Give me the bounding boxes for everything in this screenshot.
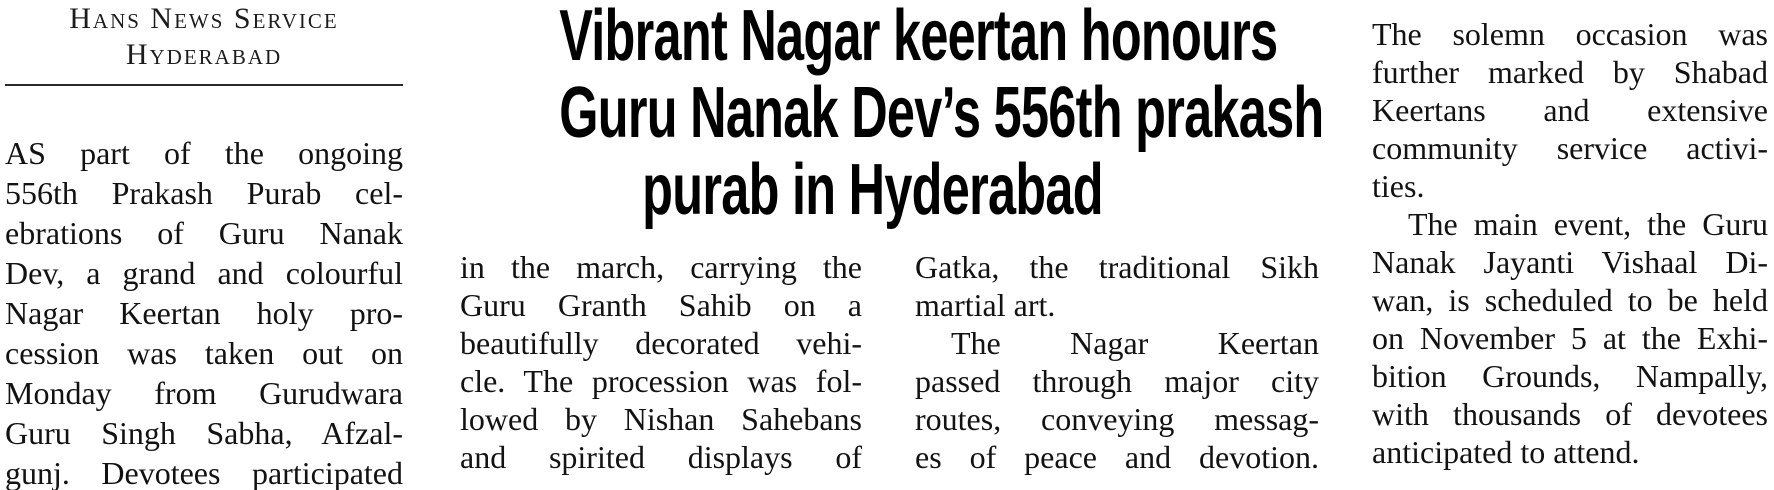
article-line: anticipated to attend. [1372, 434, 1640, 470]
article-line: beautifully decorated vehi- [460, 325, 862, 361]
headline-line: Guru Nanak Dev’s 556th prakash [559, 73, 1324, 153]
article-column-4: The solemn occasion was further marked b… [1372, 15, 1768, 471]
article-line: The Nagar Keertan [951, 325, 1319, 361]
article-line: passed through major city [915, 363, 1319, 399]
article-line: cession was taken out on [5, 335, 403, 371]
byline-city: Hyderabad [125, 38, 283, 71]
article-line: lowed by Nishan Sahebans [460, 401, 862, 437]
article-line: The solemn occasion was [1372, 16, 1768, 52]
article-line: Guru Singh Sabha, Afzal- [5, 415, 403, 451]
article-line: martial art. [915, 287, 1056, 323]
headline: Vibrant Nagar keertan honours Guru Nanak… [425, 0, 1324, 230]
article-column-1: AS part of the ongoing 556th Prakash Pur… [5, 133, 403, 490]
article-line: wan, is scheduled to be held [1372, 282, 1768, 318]
article-line: Dev, a grand and colourful [5, 255, 403, 291]
article-line: es of peace and devotion. [915, 439, 1319, 475]
article-line: cle. The procession was fol- [460, 363, 862, 399]
article-line: on November 5 at the Exhi- [1372, 320, 1768, 356]
article-line: ties. [1372, 168, 1425, 204]
byline-agency: Hans News Service [69, 2, 339, 35]
byline: Hans News Service Hyderabad [5, 1, 403, 73]
article-line: gunj. Devotees participated [5, 455, 403, 490]
article-line: 556th Prakash Purab cel- [5, 175, 403, 211]
byline-divider [5, 84, 403, 86]
article-line: with thousands of devotees [1372, 396, 1768, 432]
article-column-3: Gatka, the traditional Sikh martial art.… [915, 248, 1319, 476]
article-line: AS part of the ongoing [5, 135, 403, 171]
article-column-2: in the march, carrying the Guru Granth S… [460, 248, 862, 476]
article-line: and spirited displays of [460, 439, 862, 475]
article-line: community service activi- [1372, 130, 1768, 166]
article-line: further marked by Shabad [1372, 54, 1768, 90]
article-line: bition Grounds, Nampally, [1372, 358, 1768, 394]
article-line: Keertans and extensive [1372, 92, 1768, 128]
article-line: in the march, carrying the [460, 249, 862, 285]
headline-line: Vibrant Nagar keertan honours [559, 0, 1278, 76]
article-line: The main event, the Guru [1408, 206, 1768, 242]
article-line: Nagar Keertan holy pro- [5, 295, 403, 331]
headline-line: purab in Hyderabad [642, 150, 1103, 230]
article-line: Guru Granth Sahib on a [460, 287, 862, 323]
article-line: ebrations of Guru Nanak [5, 215, 403, 251]
article-line: Gatka, the traditional Sikh [915, 249, 1319, 285]
article-line: routes, conveying messag- [915, 401, 1319, 437]
article-line: Nanak Jayanti Vishaal Di- [1372, 244, 1768, 280]
article-line: Monday from Gurudwara [5, 375, 403, 411]
